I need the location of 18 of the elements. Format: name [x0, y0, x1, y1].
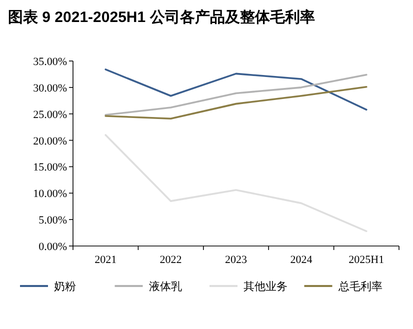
y-tick-label: 0.00% [38, 241, 67, 253]
y-tick-label: 5.00% [38, 214, 67, 227]
y-tick-label: 15.00% [33, 162, 67, 174]
y-tick-label: 30.00% [33, 82, 67, 94]
y-tick-label: 10.00% [33, 188, 67, 200]
chart-title: 图表 9 2021-2025H1 公司各产品及整体毛利率 [8, 8, 315, 26]
x-tick-label: 2024 [290, 254, 313, 266]
legend-label: 液体乳 [148, 280, 182, 293]
legend-label: 其他业务 [244, 280, 288, 293]
y-tick-label: 35.00% [33, 56, 67, 68]
y-tick-label: 20.00% [33, 135, 67, 148]
x-tick-label: 2021 [94, 254, 117, 266]
x-tick-label: 2022 [160, 254, 182, 266]
y-tick-label: 25.00% [33, 108, 67, 121]
x-tick-label: 2023 [225, 254, 248, 266]
legend-label: 总毛利率 [337, 280, 382, 293]
legend-label: 奶粉 [54, 281, 76, 293]
x-tick-label: 2025H1 [348, 254, 384, 266]
